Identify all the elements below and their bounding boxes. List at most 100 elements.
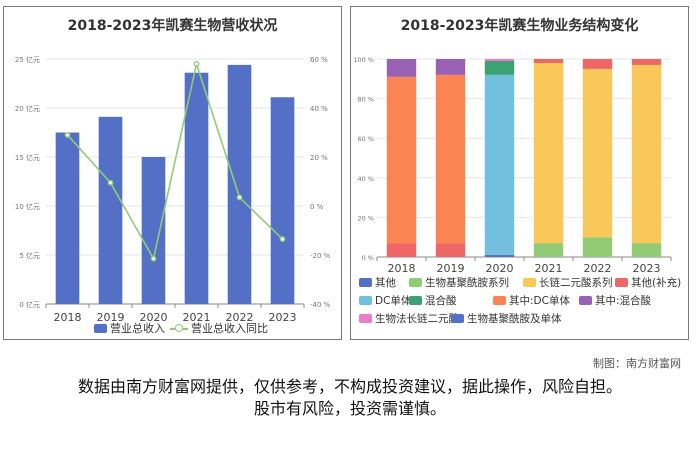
- revenue-yoy-point: [64, 132, 71, 138]
- stacked-bar-segment: [631, 64, 662, 244]
- stacked-bar-segment: [435, 59, 466, 75]
- legend-item[interactable]: 长链二元酸系列: [523, 275, 613, 290]
- y-right-tick-label: 40 %: [310, 105, 328, 113]
- legend-item[interactable]: 生物基聚酰胺及单体: [451, 311, 562, 326]
- stacked-bar-segment: [386, 243, 417, 257]
- legend-item[interactable]: 其他(补充): [615, 275, 681, 290]
- stacked-bar-segment: [582, 237, 613, 257]
- legend-label: 生物基聚酰胺系列: [425, 277, 509, 289]
- revenue-bar: [98, 116, 123, 304]
- disclaimer-line-2: 股市有风险，投资需谨慎。: [253, 399, 446, 418]
- stacked-bar-segment: [435, 243, 466, 257]
- x-tick-label: 2022: [584, 262, 612, 275]
- legend-label: 其他: [375, 277, 396, 289]
- legend-label: DC单体: [375, 295, 412, 307]
- legend-item[interactable]: DC单体: [359, 293, 411, 308]
- legend-label: 混合酸: [425, 295, 457, 307]
- revenue-bar: [184, 72, 209, 304]
- structure-chart-svg: 0 % 20 % 40 % 60 % 80 % 100 % 2018 2019 2020 2021…: [353, 56, 672, 275]
- disclaimer: 数据由南方财富网提供，仅供参考，不构成投资建议，据此操作，风险自担。 股市有风险…: [0, 376, 700, 420]
- legend-item[interactable]: 其中:混合酸: [579, 293, 651, 308]
- stacked-bar-segment: [484, 59, 515, 61]
- revenue-yoy-line: [66, 60, 284, 261]
- legend-item[interactable]: 生物基聚酰胺系列: [409, 275, 509, 290]
- revenue-chart-panel: 2018-2023年凯赛生物营收状况 0 亿元 5 亿元 10 亿元 15 亿元 20 …: [3, 6, 342, 340]
- y-tick-label: 20 %: [357, 214, 374, 222]
- stacked-bar-segment: [435, 74, 466, 244]
- revenue-yoy-point: [236, 194, 243, 201]
- y-right-tick-label: 0 %: [310, 203, 324, 211]
- revenue-bar: [141, 157, 166, 304]
- x-tick-label: 2021: [183, 311, 211, 324]
- revenue-yoy-point: [193, 61, 200, 67]
- y-tick-label: 60 %: [357, 135, 374, 143]
- stacked-bar-segment: [631, 59, 662, 65]
- revenue-bar: [227, 64, 252, 304]
- legend-item-revenue-yoy[interactable]: 营业总收入同比: [170, 320, 268, 336]
- y-left-tick-label: 5 亿元: [19, 251, 40, 260]
- stacked-bar-segment: [533, 62, 564, 244]
- legend-swatch: [493, 296, 506, 305]
- stacked-bar-segment: [533, 59, 564, 63]
- stacked-bar-segment: [582, 59, 613, 69]
- legend-swatch-revenue: [94, 324, 107, 333]
- y-tick-label: 40 %: [357, 175, 374, 183]
- revenue-bar: [55, 132, 80, 304]
- stacked-bar-segment: [631, 243, 662, 257]
- x-tick-label: 2022: [226, 311, 254, 324]
- legend-label-revenue: 营业总收入: [110, 322, 165, 335]
- stacked-bar-segment: [484, 74, 515, 256]
- y-left-tick-label: 20 亿元: [15, 104, 40, 113]
- structure-chart-title: 2018-2023年凯赛生物业务结构变化: [400, 18, 639, 34]
- revenue-yoy-point: [107, 179, 114, 186]
- x-tick-label: 2019: [437, 262, 465, 275]
- legend-swatch-revenue-yoy: [170, 324, 188, 333]
- x-tick-label: 2018: [388, 262, 416, 275]
- y-right-tick-label: 20 %: [310, 154, 328, 162]
- legend-swatch: [579, 296, 592, 305]
- revenue-yoy-point: [150, 255, 157, 262]
- y-right-tick-label: -20 %: [310, 252, 331, 260]
- x-tick-label: 2019: [97, 311, 125, 324]
- stacked-bar-segment: [484, 60, 515, 75]
- legend-label: 其中:混合酸: [595, 295, 652, 307]
- legend-swatch: [359, 278, 372, 287]
- revenue-chart-legend: 营业总收入 营业总收入同比: [4, 7, 341, 339]
- disclaimer-line-1: 数据由南方财富网提供，仅供参考，不构成投资建议，据此操作，风险自担。: [77, 377, 622, 396]
- legend-label: 长链二元酸系列: [539, 277, 613, 289]
- legend-item[interactable]: 混合酸: [409, 293, 457, 308]
- y-tick-label: 0 %: [362, 254, 374, 262]
- stacked-bar-segment: [386, 76, 417, 244]
- y-left-tick-label: 15 亿元: [15, 153, 40, 162]
- x-tick-label: 2020: [140, 311, 168, 324]
- legend-swatch: [451, 314, 464, 323]
- legend-item[interactable]: 生物法长链二元酸: [359, 311, 459, 326]
- x-tick-label: 2021: [535, 262, 563, 275]
- legend-swatch: [359, 296, 372, 305]
- legend-swatch: [359, 314, 372, 323]
- revenue-chart-title: 2018-2023年凯赛生物营收状况: [67, 18, 278, 34]
- x-tick-label: 2018: [54, 311, 82, 324]
- legend-item[interactable]: 其他: [359, 275, 396, 290]
- y-right-tick-label: -40 %: [310, 301, 331, 309]
- legend-item[interactable]: 其中:DC单体: [493, 293, 570, 308]
- structure-chart-legend: 其他 生物基聚酰胺系列 长链二元酸系列 其他(补充) DC单体 混合酸 其中:DC单体 其中:…: [351, 7, 688, 339]
- legend-label: 生物基聚酰胺及单体: [467, 313, 562, 325]
- revenue-chart-svg: 0 亿元 5 亿元 10 亿元 15 亿元 20 亿元 25 亿元 -40 % -20 % 0 …: [15, 55, 331, 324]
- x-tick-label: 2023: [269, 311, 297, 324]
- legend-label: 其他(补充): [631, 277, 682, 289]
- revenue-yoy-point: [279, 236, 286, 242]
- legend-swatch: [523, 278, 536, 287]
- y-tick-label: 80 %: [357, 96, 374, 104]
- legend-item-revenue[interactable]: 营业总收入: [94, 320, 165, 336]
- x-tick-label: 2023: [633, 262, 661, 275]
- chart-credit: 制图：南方财富网: [593, 357, 681, 370]
- legend-label: 其中:DC单体: [509, 295, 570, 307]
- legend-label-revenue-yoy: 营业总收入同比: [191, 322, 268, 335]
- stacked-bar-segment: [484, 255, 515, 257]
- legend-label: 生物法长链二元酸: [375, 313, 459, 325]
- business-structure-panel: 2018-2023年凯赛生物业务结构变化 0 % 20 % 40 % 60 % 80 %…: [350, 6, 689, 340]
- y-tick-label: 100 %: [353, 56, 374, 64]
- y-left-tick-label: 25 亿元: [15, 55, 40, 64]
- revenue-bar: [270, 97, 295, 304]
